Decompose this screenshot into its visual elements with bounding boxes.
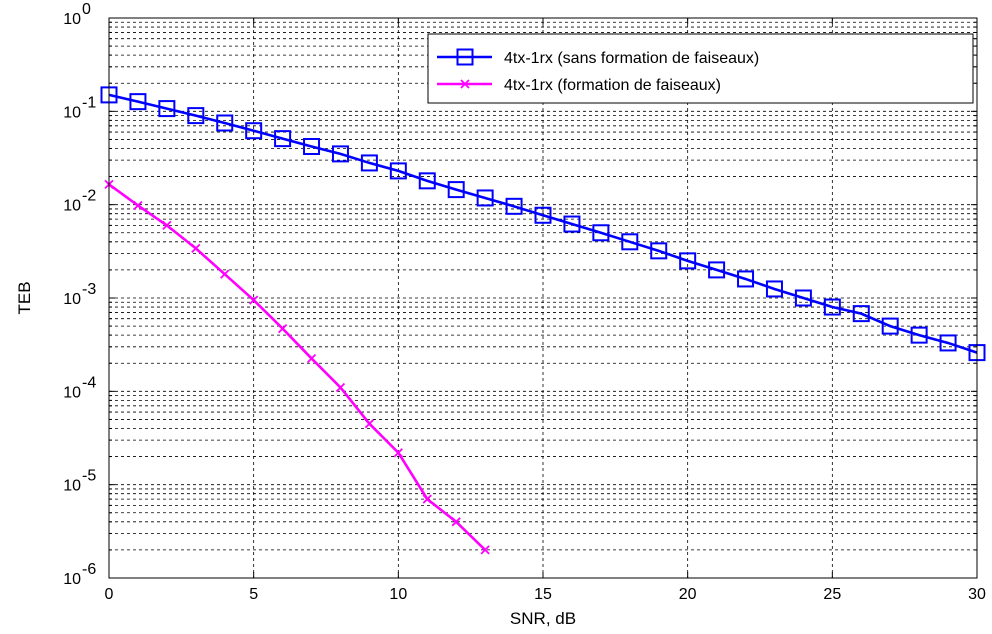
x-tick-label: 30: [968, 586, 986, 603]
marker-stroke: [249, 295, 259, 305]
data-point-marker: [306, 353, 317, 364]
x-axis-label: SNR, dB: [510, 609, 576, 628]
marker-stroke: [191, 243, 201, 254]
data-point-marker: [364, 419, 375, 429]
x-tick-label: 15: [534, 586, 552, 603]
data-point-marker: [460, 79, 470, 89]
series-line: [108, 93, 978, 354]
data-point-marker: [476, 189, 494, 207]
data-point-marker: [456, 48, 474, 66]
data-point-marker: [216, 114, 234, 132]
x-tick-label: 25: [823, 586, 841, 603]
data-point-marker: [277, 323, 288, 334]
data-point-marker: [852, 305, 870, 323]
legend-label: 4tx-1rx (formation de faiseaux): [504, 77, 721, 94]
data-point-marker: [422, 494, 432, 504]
data-point-marker: [708, 261, 726, 279]
y-tick-label: 10: [63, 11, 81, 28]
data-point-marker: [737, 270, 755, 288]
data-point-marker: [592, 224, 610, 242]
marker-stroke: [422, 494, 432, 504]
y-tick-label: 10: [63, 571, 81, 588]
x-tick-label: 5: [249, 586, 258, 603]
data-point-marker: [621, 233, 639, 251]
y-tick-label: 10: [63, 198, 81, 215]
data-point-marker: [187, 107, 205, 125]
marker-stroke: [393, 448, 403, 458]
y-axis-label: TEB: [15, 281, 34, 314]
y-tick-exponent: -2: [82, 188, 96, 205]
data-point-marker: [335, 382, 346, 393]
data-point-marker: [303, 137, 321, 155]
data-point-marker: [274, 130, 292, 148]
marker-stroke: [460, 79, 470, 89]
legend-entry-2: 4tx-1rx (formation de faiseaux): [437, 77, 721, 94]
series-line: [108, 183, 487, 551]
marker-stroke: [162, 220, 172, 231]
data-point-marker: [534, 206, 552, 224]
data-point-marker: [939, 334, 957, 352]
data-point-marker: [418, 172, 436, 190]
legend-box: [427, 33, 974, 104]
data-point-marker: [389, 162, 407, 180]
y-tick-exponent: -6: [82, 561, 96, 578]
data-point-marker: [910, 326, 928, 344]
marker-stroke: [451, 517, 461, 527]
marker-stroke: [133, 200, 143, 211]
data-point-marker: [794, 289, 812, 307]
x-tick-label: 20: [679, 586, 697, 603]
y-tick-exponent: -1: [82, 94, 96, 111]
data-point-marker: [505, 197, 523, 215]
x-tick-label: 0: [105, 586, 114, 603]
data-point-marker: [823, 298, 841, 316]
data-point-marker: [191, 243, 201, 254]
data-point-marker: [451, 517, 461, 527]
data-point-marker: [360, 154, 378, 172]
data-point-marker: [563, 215, 581, 233]
y-tick-exponent: -4: [82, 374, 96, 391]
series-2: [104, 179, 490, 555]
data-point-marker: [393, 448, 403, 458]
data-point-marker: [480, 545, 490, 555]
data-point-marker: [133, 200, 143, 211]
x-tick-label: 10: [389, 586, 407, 603]
marker-stroke: [306, 353, 317, 364]
y-tick-exponent: -3: [82, 281, 96, 298]
data-point-marker: [679, 252, 697, 270]
y-tick-label: 10: [63, 104, 81, 121]
data-point-marker: [650, 242, 668, 260]
marker-stroke: [364, 419, 375, 429]
data-point-marker: [158, 100, 176, 118]
legend: 4tx-1rx (sans formation de faiseaux) 4tx-…: [427, 33, 974, 104]
data-point-marker: [249, 295, 259, 305]
data-point-marker: [220, 269, 230, 279]
data-point-marker: [765, 280, 783, 298]
marker-stroke: [220, 269, 230, 279]
series-1: [100, 86, 986, 362]
y-tick-label: 10: [63, 478, 81, 495]
data-point-marker: [129, 93, 147, 111]
legend-entry-1: 4tx-1rx (sans formation de faiseaux): [437, 48, 759, 67]
data-point-marker: [331, 145, 349, 163]
y-tick-label: 10: [63, 291, 81, 308]
marker-stroke: [480, 545, 490, 555]
marker-stroke: [335, 382, 346, 393]
legend-label: 4tx-1rx (sans formation de faiseaux): [504, 50, 759, 67]
y-tick-exponent: 0: [82, 1, 91, 18]
data-point-marker: [881, 317, 899, 335]
data-point-marker: [245, 122, 263, 140]
y-tick-exponent: -5: [82, 468, 96, 485]
marker-stroke: [277, 323, 288, 334]
series-layer: [100, 86, 986, 555]
data-point-marker: [162, 220, 172, 231]
ticks: [108, 18, 978, 578]
data-point-marker: [447, 181, 465, 199]
x-tick-labels: 0 5 10 15 20 25 30: [105, 586, 986, 603]
y-tick-label: 10: [63, 384, 81, 401]
